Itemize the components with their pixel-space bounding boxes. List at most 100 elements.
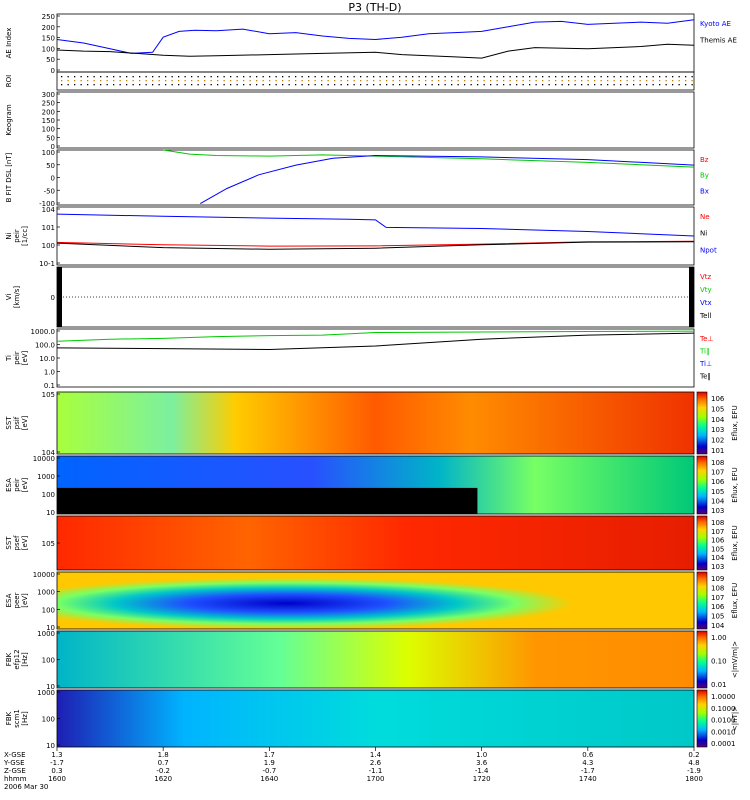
y-axis-label: peir <box>13 478 21 492</box>
roi-mark <box>483 80 485 82</box>
roi-mark <box>535 80 537 82</box>
panel-ae_index: AE Index 0 50 100 150 200 250 Kyoto AE Themis AE <box>5 13 737 75</box>
roi-mark <box>126 84 128 86</box>
roi-mark <box>379 84 381 86</box>
x-tick-label: -0.7 <box>262 767 276 775</box>
roi-mark <box>620 84 622 86</box>
legend-By: By <box>700 172 709 180</box>
x-tick-label: -0.2 <box>156 767 170 775</box>
series-Kyoto AE <box>56 19 695 54</box>
y-tick-label: 0 <box>51 67 55 75</box>
roi-mark <box>405 80 407 82</box>
roi-mark <box>230 80 232 82</box>
roi-mark <box>678 84 680 86</box>
y-axis-label: [eV] <box>21 477 29 492</box>
roi-mark <box>262 80 264 82</box>
roi-mark <box>353 84 355 86</box>
roi-mark <box>236 80 238 82</box>
legend-Ti⊥: Ti⊥ <box>699 360 712 368</box>
roi-mark <box>477 84 479 86</box>
x-tick-label: 1.0 <box>476 751 487 759</box>
series-Npot <box>56 213 695 237</box>
y-tick-label: 101 <box>42 224 55 232</box>
roi-mark <box>256 80 258 82</box>
roi-mark <box>678 80 680 82</box>
roi-mark <box>119 84 121 86</box>
spectrogram-fbk_e <box>57 631 694 688</box>
roi-mark <box>275 76 277 78</box>
roi-mark <box>659 80 661 82</box>
roi-mark <box>607 84 609 86</box>
roi-mark <box>93 80 95 82</box>
y-axis-label: [eV] <box>21 593 29 608</box>
y-axis-label: Keogram <box>5 104 13 135</box>
y-tick-label: 100 <box>42 491 55 499</box>
roi-mark <box>334 84 336 86</box>
roi-mark <box>639 80 641 82</box>
roi-mark <box>249 84 251 86</box>
roi-mark <box>288 76 290 78</box>
roi-mark <box>418 76 420 78</box>
roi-mark <box>470 80 472 82</box>
roi-mark <box>340 80 342 82</box>
roi-mark <box>412 84 414 86</box>
colorbar-tick: 106 <box>711 395 725 403</box>
time-axis-row-label: hhmm <box>4 775 27 783</box>
roi-mark <box>457 80 459 82</box>
roi-mark <box>230 84 232 86</box>
legend-Vtx: Vtx <box>700 299 712 307</box>
legend-Ti‖: Ti‖ <box>699 348 710 356</box>
roi-mark <box>217 76 219 78</box>
y-axis-label: SST <box>5 536 13 550</box>
roi-mark <box>249 76 251 78</box>
x-tick-label: 1.8 <box>158 751 169 759</box>
spectrogram-noise-band <box>57 487 478 514</box>
y-tick-label: 104 <box>42 449 56 457</box>
roi-mark <box>139 80 141 82</box>
x-tick-label: 0.7 <box>158 759 169 767</box>
panel-frame <box>56 71 695 91</box>
roi-mark <box>80 84 82 86</box>
roi-mark <box>457 76 459 78</box>
roi-mark <box>282 80 284 82</box>
x-tick-label: -1.4 <box>475 767 489 775</box>
roi-mark <box>334 80 336 82</box>
roi-mark <box>600 80 602 82</box>
roi-mark <box>652 76 654 78</box>
colorbar-tick: 105 <box>711 545 724 553</box>
y-tick-label: 250 <box>42 13 55 21</box>
roi-mark <box>555 76 557 78</box>
roi-mark <box>353 76 355 78</box>
roi-mark <box>314 84 316 86</box>
roi-mark <box>613 84 615 86</box>
roi-mark <box>685 84 687 86</box>
roi-mark <box>477 80 479 82</box>
colorbar-tick: 105 <box>711 405 724 413</box>
roi-mark <box>412 76 414 78</box>
roi-mark <box>360 76 362 78</box>
roi-mark <box>282 76 284 78</box>
roi-mark <box>392 76 394 78</box>
roi-mark <box>67 76 69 78</box>
panel-frame <box>56 391 695 455</box>
colorbar-label: Eflux, EFU <box>731 405 739 440</box>
roi-mark <box>152 76 154 78</box>
roi-mark <box>321 80 323 82</box>
roi-mark <box>626 84 628 86</box>
y-tick-label: 250 <box>42 100 55 108</box>
roi-mark <box>145 80 147 82</box>
y-tick-label: 100.0 <box>35 342 55 350</box>
time-axis-row-label: Y-GSE <box>3 759 25 767</box>
roi-mark <box>438 76 440 78</box>
y-tick-label: 10.0 <box>39 355 55 363</box>
x-tick-label: 4.8 <box>688 759 699 767</box>
roi-mark <box>665 76 667 78</box>
y-tick-label: 300 <box>42 91 55 99</box>
roi-mark <box>308 80 310 82</box>
y-tick-label: 100 <box>42 45 55 53</box>
roi-mark <box>574 76 576 78</box>
roi-mark <box>210 84 212 86</box>
roi-mark <box>295 84 297 86</box>
y-tick-label: 0 <box>51 175 55 183</box>
